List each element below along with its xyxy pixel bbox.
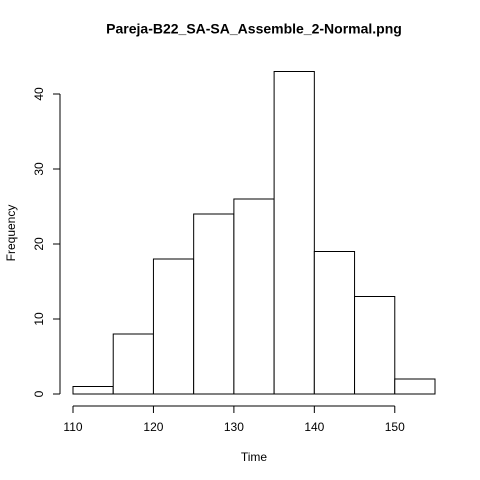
bar [313, 251, 356, 395]
bar [233, 198, 275, 395]
bar [273, 71, 315, 395]
bar [193, 213, 235, 395]
y-axis-label: Frequency [4, 205, 18, 262]
bar [152, 258, 195, 395]
bar [394, 378, 436, 395]
y-tick-label: 40 [32, 87, 46, 101]
x-tick-label: 110 [63, 420, 82, 434]
chart-title: Pareja-B22_SA-SA_Assemble_2-Normal.png [106, 21, 402, 37]
y-tick-label: 20 [32, 237, 46, 251]
bar [72, 386, 114, 395]
bar [354, 296, 396, 395]
bar [112, 333, 154, 395]
x-tick-label: 130 [224, 420, 244, 434]
y-tick-label: 10 [32, 312, 46, 326]
x-tick-label: 150 [385, 420, 405, 434]
y-tick-label: 30 [32, 162, 46, 176]
x-tick-label: 140 [304, 420, 324, 434]
y-tick-label: 0 [32, 390, 46, 397]
x-axis-label: Time [241, 450, 268, 464]
x-tick-label: 120 [143, 420, 163, 434]
